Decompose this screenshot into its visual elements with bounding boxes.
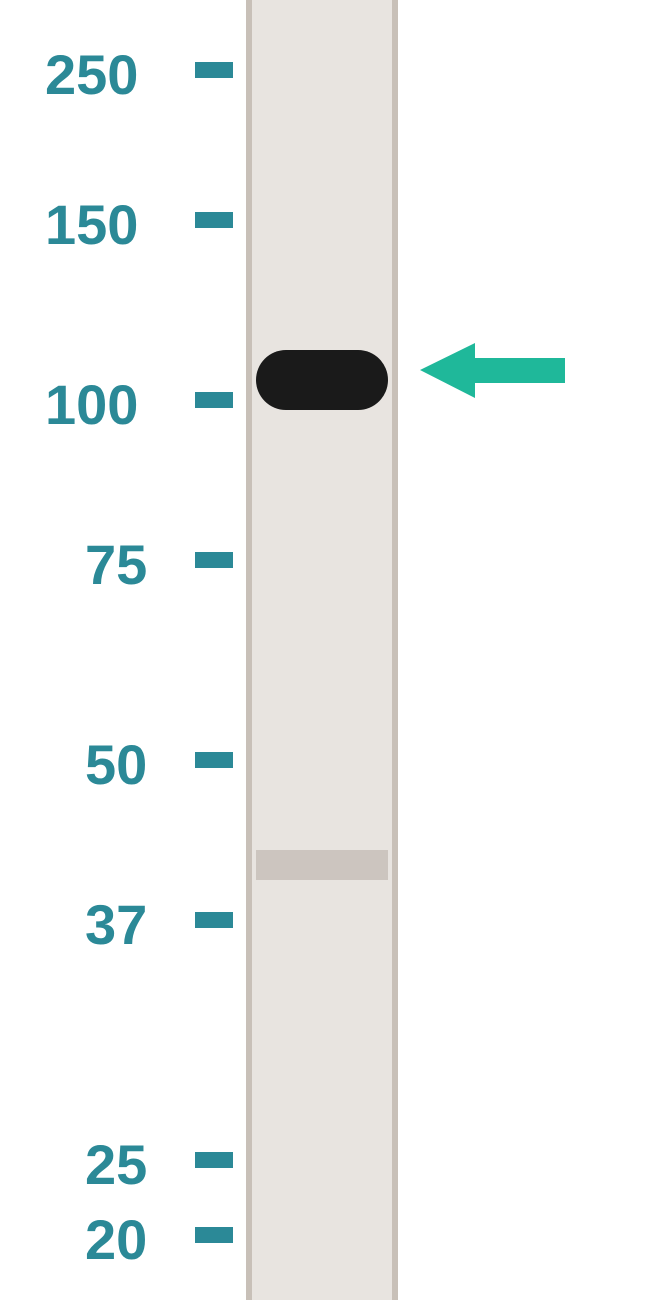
- marker-tick-50: [195, 752, 233, 768]
- marker-label-25: 25: [85, 1132, 147, 1197]
- marker-label-37: 37: [85, 892, 147, 957]
- lane-border-right: [392, 0, 398, 1300]
- marker-label-50: 50: [85, 732, 147, 797]
- marker-tick-150: [195, 212, 233, 228]
- marker-tick-250: [195, 62, 233, 78]
- band-faint: [256, 850, 388, 880]
- blot-container: 250 150 100 75 50 37 25 20: [0, 0, 650, 1300]
- marker-tick-37: [195, 912, 233, 928]
- gel-lane: [252, 0, 392, 1300]
- band-main: [256, 350, 388, 410]
- marker-tick-75: [195, 552, 233, 568]
- marker-tick-25: [195, 1152, 233, 1168]
- arrow-icon: [420, 338, 565, 403]
- marker-label-75: 75: [85, 532, 147, 597]
- marker-tick-20: [195, 1227, 233, 1243]
- marker-label-250: 250: [45, 42, 138, 107]
- marker-tick-100: [195, 392, 233, 408]
- marker-label-20: 20: [85, 1207, 147, 1272]
- marker-label-150: 150: [45, 192, 138, 257]
- lane-border-left: [246, 0, 252, 1300]
- target-arrow: [420, 338, 565, 403]
- marker-label-100: 100: [45, 372, 138, 437]
